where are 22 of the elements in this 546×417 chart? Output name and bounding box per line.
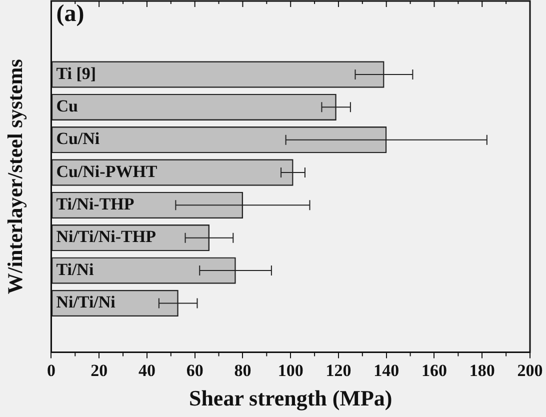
- x-tick-label: 180: [469, 360, 495, 380]
- y-tick-label: Ni/Ti/Ni-THP: [56, 227, 156, 246]
- x-tick-label: 120: [326, 360, 352, 380]
- y-tick-label: Ti/Ni: [56, 260, 94, 279]
- x-tick-label: 80: [234, 360, 252, 380]
- y-tick-label: Ti/Ni-THP: [56, 194, 134, 214]
- x-tick-label: 140: [374, 360, 400, 380]
- x-tick-label: 100: [278, 360, 304, 380]
- chart-title: (a): [56, 1, 84, 28]
- y-tick-label: Cu/Ni: [56, 129, 100, 148]
- x-tick-label: 60: [186, 360, 204, 380]
- y-axis-title: W/interlayer/steel systems: [3, 59, 28, 294]
- x-tick-label: 20: [90, 360, 108, 380]
- y-tick-label: Ni/Ti/Ni: [56, 292, 116, 312]
- x-tick-label: 160: [421, 360, 447, 380]
- x-tick-label: 40: [138, 360, 156, 380]
- x-tick-label: 0: [46, 360, 56, 380]
- x-tick-label: 200: [517, 360, 543, 380]
- y-tick-label: Cu: [56, 96, 78, 116]
- x-axis-title: Shear strength (MPa): [188, 385, 392, 410]
- y-tick-label: Cu/Ni-PWHT: [56, 162, 158, 181]
- y-tick-label: Ti [9]: [56, 64, 96, 83]
